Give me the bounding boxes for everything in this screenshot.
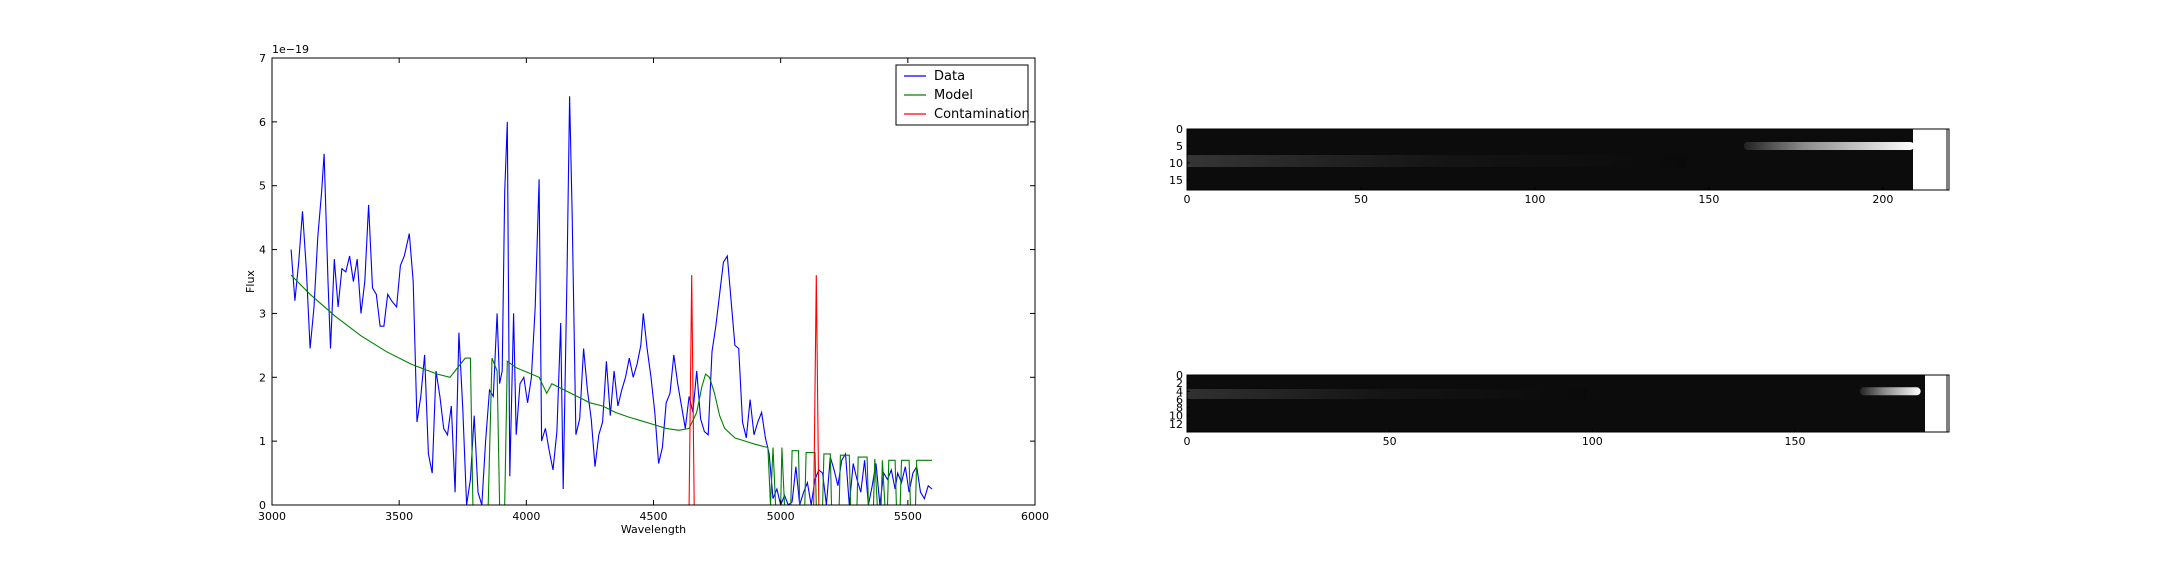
spectrum-chart: 3000 3500 4000 4500 5000 5500 6000 0 1 2 3 4 5 6 7 1e… xyxy=(244,43,1049,536)
x-tick-label: 50 xyxy=(1383,435,1397,448)
image1-faint-band xyxy=(1187,155,1687,167)
x-tick-label: 100 xyxy=(1524,193,1545,206)
y-tick-label: 0 xyxy=(259,499,266,512)
y-tick-label: 8 xyxy=(1176,402,1183,415)
image1-trace xyxy=(1743,141,1915,150)
legend: Data Model Contamination xyxy=(895,64,1030,126)
y-tick-label: 0 xyxy=(1176,123,1183,136)
y-tick-label: 6 xyxy=(1176,393,1183,406)
y-tick-label: 10 xyxy=(1169,410,1183,423)
x-tick-label: 5500 xyxy=(894,510,922,523)
spectrum-2d-image-top: 0 50 100 150 200 0 5 10 15 xyxy=(1169,123,1950,206)
offset-text: 1e−19 xyxy=(272,43,309,56)
legend-label-data: Data xyxy=(934,69,965,84)
x-tick-label: 6000 xyxy=(1021,510,1049,523)
x-tick-label: 4000 xyxy=(512,510,540,523)
x-tick-label: 4500 xyxy=(640,510,668,523)
y-tick-label: 3 xyxy=(259,307,266,320)
x-tick-label: 100 xyxy=(1582,435,1603,448)
image2-frame xyxy=(1186,374,1950,433)
series-line-model xyxy=(290,274,932,505)
y-tick-label: 2 xyxy=(259,371,266,384)
image2-trace xyxy=(1859,387,1921,396)
x-tick-label: 5000 xyxy=(767,510,795,523)
image1-frame xyxy=(1186,128,1950,191)
x-tick-label: 3000 xyxy=(258,510,286,523)
x-tick-label: 0 xyxy=(1184,193,1191,206)
y-tick-label: 12 xyxy=(1169,418,1183,431)
y-tick-label: 0 xyxy=(1176,369,1183,382)
series-line-data xyxy=(290,96,933,505)
y-tick-label: 10 xyxy=(1169,157,1183,170)
y-tick-label: 1 xyxy=(259,435,266,448)
image2-background xyxy=(1187,375,1949,432)
image2-faint-band xyxy=(1187,389,1587,399)
y-tick-label: 6 xyxy=(259,116,266,129)
y-tick-label: 4 xyxy=(1176,385,1183,398)
x-tick-label: 0 xyxy=(1184,435,1191,448)
y-tick-label: 5 xyxy=(259,180,266,193)
y-axis-label: Flux xyxy=(244,270,257,293)
x-tick-label: 50 xyxy=(1354,193,1368,206)
x-tick-label: 200 xyxy=(1872,193,1893,206)
y-tick-label: 2 xyxy=(1176,377,1183,390)
y-tick-label: 5 xyxy=(1176,140,1183,153)
x-tick-label: 150 xyxy=(1698,193,1719,206)
x-axis-label: Wavelength xyxy=(621,523,686,536)
x-tick-label: 150 xyxy=(1784,435,1805,448)
y-tick-label: 15 xyxy=(1169,174,1183,187)
legend-label-model: Model xyxy=(934,88,973,103)
x-tick-label: 3500 xyxy=(385,510,413,523)
y-tick-label: 7 xyxy=(259,52,266,65)
image2-right-strip xyxy=(1925,375,1949,432)
y-tick-label: 4 xyxy=(259,244,266,257)
legend-label-contamination: Contamination xyxy=(934,107,1030,122)
series-line-contamination xyxy=(291,275,932,505)
image1-right-strip xyxy=(1913,129,1949,190)
